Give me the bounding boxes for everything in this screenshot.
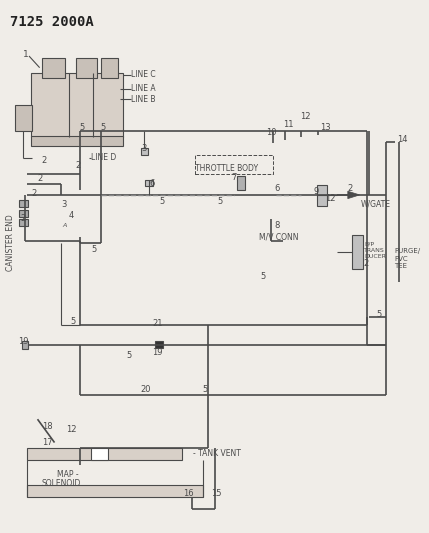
Text: 5: 5	[160, 197, 165, 206]
Bar	[352, 235, 363, 269]
Text: 5: 5	[70, 317, 76, 326]
Text: LINE A: LINE A	[131, 84, 156, 93]
Bar	[27, 448, 182, 460]
Bar	[19, 219, 28, 226]
Bar	[145, 180, 153, 187]
Text: 5: 5	[260, 271, 266, 280]
Bar	[141, 148, 148, 155]
Bar	[42, 58, 65, 78]
Bar	[237, 176, 245, 190]
Bar	[91, 448, 108, 460]
Text: 13: 13	[320, 123, 331, 132]
Text: 15: 15	[211, 489, 221, 498]
Text: A: A	[62, 223, 66, 228]
Text: 19: 19	[18, 337, 29, 346]
Text: 2: 2	[37, 174, 42, 183]
Text: LINE B: LINE B	[131, 95, 156, 104]
Text: 14: 14	[397, 135, 407, 144]
Text: 21: 21	[153, 319, 163, 328]
Text: 5: 5	[218, 197, 223, 206]
Text: 3: 3	[62, 200, 67, 209]
Text: B/P
TRANS
DUCER: B/P TRANS DUCER	[364, 242, 386, 259]
Text: 2: 2	[347, 183, 353, 192]
Text: 6: 6	[150, 179, 155, 188]
Text: 2: 2	[41, 157, 46, 165]
Text: M/V CONN: M/V CONN	[259, 233, 298, 242]
Text: 12: 12	[66, 425, 77, 434]
Text: 5: 5	[203, 385, 208, 394]
Text: 7125 2000A: 7125 2000A	[10, 14, 94, 29]
Text: 18: 18	[42, 422, 53, 431]
Text: 12: 12	[326, 194, 336, 203]
Text: 19: 19	[153, 348, 163, 357]
Text: 2: 2	[363, 260, 369, 268]
Text: 2: 2	[75, 161, 81, 170]
Text: LINE D: LINE D	[91, 154, 116, 163]
Text: 16: 16	[183, 489, 194, 498]
Text: 1: 1	[23, 50, 29, 59]
Text: THROTTLE BODY: THROTTLE BODY	[195, 164, 258, 173]
Text: 2: 2	[31, 189, 36, 198]
Bar	[15, 105, 32, 131]
Text: 7: 7	[232, 173, 237, 182]
Bar	[27, 486, 203, 497]
Text: 8: 8	[274, 221, 280, 230]
Bar	[22, 341, 28, 349]
Bar	[101, 58, 118, 78]
Text: 20: 20	[141, 385, 151, 394]
Text: 10: 10	[266, 128, 277, 138]
Bar	[19, 210, 28, 216]
Text: 12: 12	[300, 112, 311, 122]
Text: 5: 5	[126, 351, 132, 360]
Text: MAP -: MAP -	[57, 470, 78, 479]
Text: 4: 4	[69, 211, 74, 220]
Bar	[317, 185, 326, 206]
Text: 6: 6	[274, 184, 280, 193]
Text: PURGE/
PVC
TEE: PURGE/ PVC TEE	[395, 248, 421, 269]
Text: CANISTER END: CANISTER END	[6, 214, 15, 271]
Text: 5: 5	[79, 123, 85, 132]
Text: 17: 17	[42, 438, 53, 447]
Text: 3: 3	[141, 144, 146, 153]
Text: 11: 11	[284, 120, 294, 129]
Text: LINE C: LINE C	[131, 70, 156, 79]
Bar	[155, 341, 163, 348]
Text: W/GATE: W/GATE	[360, 199, 390, 208]
Polygon shape	[348, 191, 360, 199]
Text: 5: 5	[376, 310, 381, 319]
Text: 5: 5	[100, 123, 105, 132]
Bar	[76, 58, 97, 78]
Bar	[31, 136, 123, 146]
Text: 5: 5	[91, 245, 97, 254]
Text: 9: 9	[313, 187, 319, 196]
Text: - TANK VENT: - TANK VENT	[193, 449, 241, 458]
Text: 2: 2	[20, 214, 25, 223]
Text: SOLENOID: SOLENOID	[42, 479, 81, 488]
Bar	[19, 200, 28, 207]
Bar	[31, 73, 123, 136]
